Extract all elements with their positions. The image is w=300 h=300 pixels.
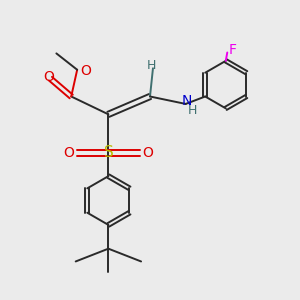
Text: O: O <box>81 64 92 78</box>
Text: N: N <box>182 94 192 108</box>
Text: F: F <box>229 43 237 56</box>
Text: O: O <box>44 70 54 84</box>
Text: O: O <box>63 146 74 160</box>
Text: O: O <box>142 146 153 160</box>
Text: H: H <box>188 104 197 117</box>
Text: H: H <box>147 59 156 72</box>
Text: S: S <box>103 146 113 160</box>
